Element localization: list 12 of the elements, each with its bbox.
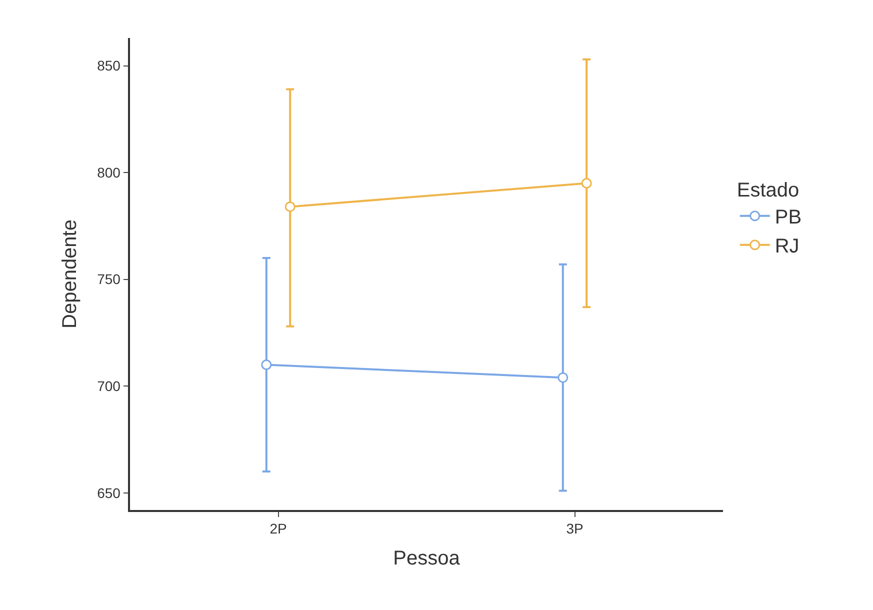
y-tick-label: 700 [97, 378, 121, 394]
y-tick-label: 800 [97, 164, 121, 180]
y-tick-label: 650 [97, 484, 121, 501]
y-axis-title: Dependente [59, 220, 82, 328]
x-axis-title: Pessoa [393, 548, 461, 570]
y-tick-label: 850 [97, 58, 121, 74]
x-tick-label: 2P [270, 520, 287, 537]
legend-title: Estado [736, 179, 800, 202]
legend-label: RJ [774, 236, 800, 258]
y-tick-label: 750 [97, 271, 121, 288]
x-tick-label: 3P [566, 520, 584, 537]
legend-label: PB [774, 206, 802, 229]
